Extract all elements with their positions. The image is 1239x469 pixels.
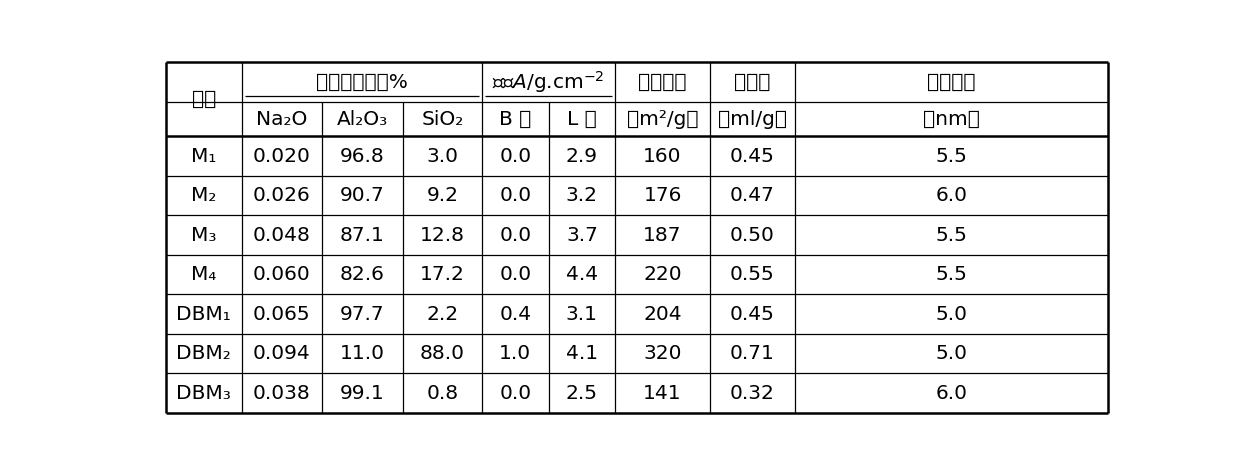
Text: 141: 141 xyxy=(643,384,681,402)
Text: 6.0: 6.0 xyxy=(935,186,968,205)
Text: 可几孔径: 可几孔径 xyxy=(927,73,976,92)
Text: B 酸: B 酸 xyxy=(499,110,532,129)
Text: Al₂O₃: Al₂O₃ xyxy=(337,110,388,129)
Text: SiO₂: SiO₂ xyxy=(421,110,463,129)
Text: 11.0: 11.0 xyxy=(339,344,384,363)
Text: 0.065: 0.065 xyxy=(253,304,311,324)
Text: M₂: M₂ xyxy=(191,186,217,205)
Text: 0.32: 0.32 xyxy=(730,384,774,402)
Text: 0.038: 0.038 xyxy=(253,384,311,402)
Text: （ml/g）: （ml/g） xyxy=(717,110,787,129)
Text: 0.4: 0.4 xyxy=(499,304,532,324)
Text: 87.1: 87.1 xyxy=(339,226,384,245)
Text: 96.8: 96.8 xyxy=(339,147,384,166)
Text: 0.0: 0.0 xyxy=(499,147,532,166)
Text: 2.2: 2.2 xyxy=(426,304,458,324)
Text: 176: 176 xyxy=(643,186,681,205)
Text: 160: 160 xyxy=(643,147,681,166)
Text: 0.094: 0.094 xyxy=(253,344,311,363)
Text: 0.026: 0.026 xyxy=(253,186,311,205)
Text: 99.1: 99.1 xyxy=(339,384,384,402)
Text: 0.0: 0.0 xyxy=(499,384,532,402)
Text: （nm）: （nm） xyxy=(923,110,980,129)
Text: 5.0: 5.0 xyxy=(935,304,968,324)
Text: 0.0: 0.0 xyxy=(499,186,532,205)
Text: 2.9: 2.9 xyxy=(566,147,598,166)
Text: M₄: M₄ xyxy=(191,265,217,284)
Text: DBM₂: DBM₂ xyxy=(176,344,232,363)
Text: Na₂O: Na₂O xyxy=(256,110,307,129)
Text: 0.0: 0.0 xyxy=(499,265,532,284)
Text: 0.8: 0.8 xyxy=(426,384,458,402)
Text: 204: 204 xyxy=(643,304,681,324)
Text: 90.7: 90.7 xyxy=(339,186,384,205)
Text: 0.47: 0.47 xyxy=(730,186,774,205)
Text: 82.6: 82.6 xyxy=(339,265,384,284)
Text: 320: 320 xyxy=(643,344,681,363)
Text: 9.2: 9.2 xyxy=(426,186,458,205)
Text: 88.0: 88.0 xyxy=(420,344,465,363)
Text: 0.71: 0.71 xyxy=(730,344,774,363)
Text: 1.0: 1.0 xyxy=(499,344,532,363)
Text: 4.4: 4.4 xyxy=(566,265,598,284)
Text: 2.5: 2.5 xyxy=(566,384,598,402)
Text: 0.50: 0.50 xyxy=(730,226,774,245)
Text: 0.45: 0.45 xyxy=(730,147,774,166)
Text: 4.1: 4.1 xyxy=(566,344,598,363)
Text: DBM₃: DBM₃ xyxy=(176,384,232,402)
Text: 比表面积: 比表面积 xyxy=(638,73,686,92)
Text: M₁: M₁ xyxy=(191,147,217,166)
Text: 0.45: 0.45 xyxy=(730,304,774,324)
Text: 0.55: 0.55 xyxy=(730,265,774,284)
Text: 6.0: 6.0 xyxy=(935,384,968,402)
Text: 孔体积: 孔体积 xyxy=(735,73,771,92)
Text: 187: 187 xyxy=(643,226,681,245)
Text: 酸量$\mathit{A}$/g.cm$^{-2}$: 酸量$\mathit{A}$/g.cm$^{-2}$ xyxy=(492,69,605,95)
Text: 3.1: 3.1 xyxy=(566,304,598,324)
Text: 3.0: 3.0 xyxy=(426,147,458,166)
Text: L 酸: L 酸 xyxy=(567,110,597,129)
Text: 5.5: 5.5 xyxy=(935,147,968,166)
Text: 0.0: 0.0 xyxy=(499,226,532,245)
Text: 样品: 样品 xyxy=(192,90,216,109)
Text: 97.7: 97.7 xyxy=(339,304,384,324)
Text: 0.020: 0.020 xyxy=(253,147,311,166)
Text: 5.0: 5.0 xyxy=(935,344,968,363)
Text: 12.8: 12.8 xyxy=(420,226,465,245)
Text: （m²/g）: （m²/g） xyxy=(627,110,699,129)
Text: 0.060: 0.060 xyxy=(253,265,311,284)
Text: DBM₁: DBM₁ xyxy=(176,304,232,324)
Text: 0.048: 0.048 xyxy=(253,226,311,245)
Text: 17.2: 17.2 xyxy=(420,265,465,284)
Text: 3.2: 3.2 xyxy=(566,186,598,205)
Text: 化学组成，重%: 化学组成，重% xyxy=(316,73,408,92)
Text: 5.5: 5.5 xyxy=(935,265,968,284)
Text: 3.7: 3.7 xyxy=(566,226,598,245)
Text: 5.5: 5.5 xyxy=(935,226,968,245)
Text: M₃: M₃ xyxy=(191,226,217,245)
Text: 220: 220 xyxy=(643,265,681,284)
